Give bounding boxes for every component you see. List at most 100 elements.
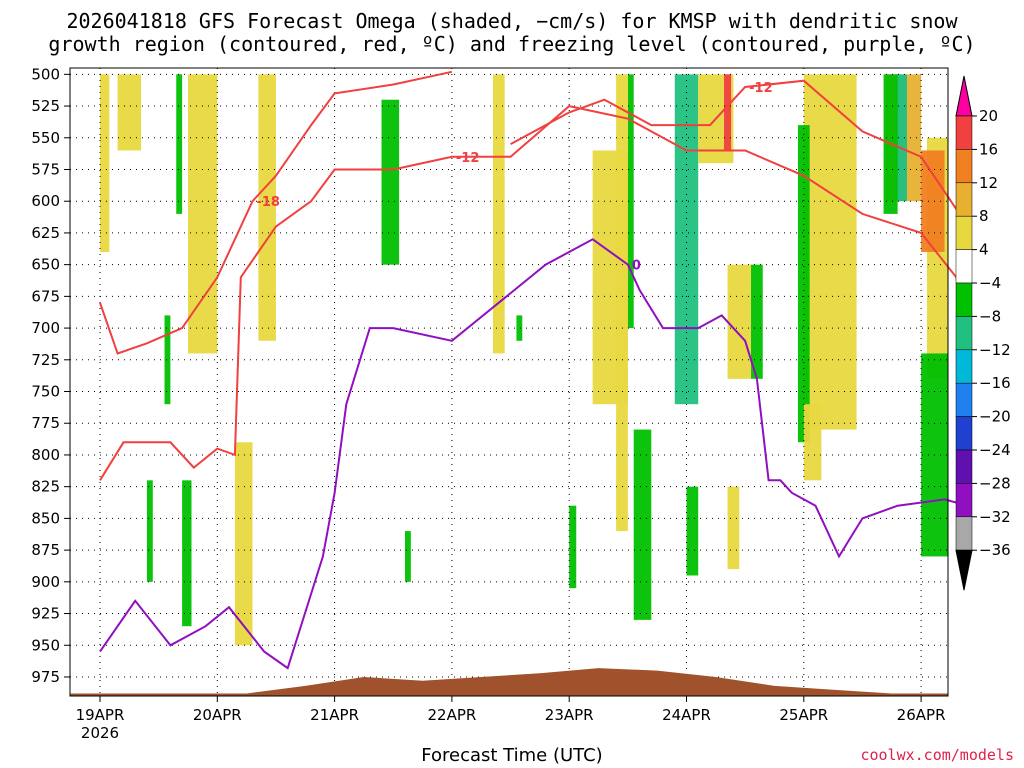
colorbar-cell — [955, 416, 973, 451]
x-axis-label: Forecast Time (UTC) — [421, 745, 603, 766]
omega-region-0 — [100, 74, 110, 252]
omega-region-18 — [674, 74, 699, 405]
colorbar-cell — [955, 516, 973, 551]
omega-region-10 — [404, 531, 411, 582]
omega-region-32 — [921, 150, 945, 252]
colorbar-cell — [955, 449, 973, 484]
x-tick-label: 24APR — [662, 706, 711, 724]
omega-region-6 — [234, 442, 253, 646]
y-tick-label: 700 — [31, 319, 60, 337]
colorbar-label: −36 — [979, 541, 1011, 559]
colorbar-label: −12 — [979, 341, 1011, 359]
credit-text: coolwx.com/models — [860, 746, 1014, 764]
colorbar-cell — [955, 483, 973, 518]
colorbar-cell — [955, 316, 973, 351]
colorbar-cell — [955, 382, 973, 417]
omega-region-27 — [803, 404, 822, 481]
omega-region-23 — [686, 486, 699, 576]
x-tick-label: 19APR — [76, 706, 125, 724]
colorbar-cell — [955, 115, 973, 150]
x-tick-label: 23APR — [545, 706, 594, 724]
omega-region-22 — [751, 264, 763, 379]
omega-region-11 — [492, 74, 505, 354]
omega-region-21 — [727, 264, 752, 379]
omega-region-15 — [627, 74, 634, 329]
colorbar-cell — [955, 349, 973, 384]
dendritic-contour-2 — [510, 79, 969, 228]
y-tick-label: 750 — [31, 383, 60, 401]
y-tick-label: 925 — [31, 605, 60, 623]
colorbar-label: 16 — [979, 140, 998, 158]
plot-frame — [69, 67, 949, 697]
x-tick-label: 26APR — [897, 706, 946, 724]
colorbar-label: −24 — [979, 441, 1011, 459]
colorbar-label: −8 — [979, 307, 1001, 325]
colorbar-cell — [955, 249, 973, 284]
x-tick-label: 20APR — [193, 706, 242, 724]
omega-region-20 — [724, 74, 732, 151]
chart-title-line-1: 2026041818 GFS Forecast Omega (shaded, −… — [66, 9, 958, 33]
colorbar-cell — [955, 149, 973, 184]
x-tick-label: 22APR — [427, 706, 476, 724]
omega-region-7 — [182, 480, 192, 627]
omega-region-26 — [797, 125, 810, 443]
y-tick-label: 625 — [31, 224, 60, 242]
colorbar-bottom-triangle — [955, 549, 973, 591]
colorbar-label: −16 — [979, 374, 1011, 392]
colorbar-cell — [955, 182, 973, 217]
omega-region-2 — [187, 74, 218, 354]
colorbar-label: 20 — [979, 107, 998, 125]
colorbar-label: −4 — [979, 274, 1001, 292]
colorbar: 20 16 12 8 4 −4 −8 −12 −16 −20 −24 −28 −32 −36 — [955, 75, 1011, 591]
y-tick-label: 675 — [31, 287, 60, 305]
terrain-area — [70, 668, 948, 696]
dendritic-contour-1 — [99, 105, 969, 481]
omega-region-1 — [117, 74, 142, 151]
omega-region-24 — [727, 486, 740, 570]
y-tick-label: 575 — [31, 160, 60, 178]
y-tick-label: 800 — [31, 446, 60, 464]
y-tick-label: 550 — [31, 129, 60, 147]
omega-shading — [100, 74, 948, 646]
omega-region-5 — [164, 315, 171, 405]
omega-region-16 — [616, 74, 628, 532]
y-tick-label: 650 — [31, 256, 60, 274]
freezing-contour-0-label: 0 — [632, 259, 641, 274]
y-tick-label: 500 — [31, 65, 60, 83]
omega-region-3 — [258, 74, 276, 341]
dendritic-contour-2-label: -12 — [749, 81, 773, 96]
x-axis-ticks: 19APR 20APR 21APR 22APR 23APR 24APR 25APR 26APR… — [76, 696, 946, 742]
y-tick-label: 975 — [31, 668, 60, 686]
y-axis-ticks: 500 525 550 575 600 625 650 675 700 725 750 775 800 8… — [31, 65, 70, 686]
y-tick-label: 825 — [31, 478, 60, 496]
dendritic-contour-1-label: -12 — [456, 151, 480, 166]
y-tick-label: 725 — [31, 351, 60, 369]
colorbar-label: 8 — [979, 207, 989, 225]
contours: -18 -12 -12 0 — [99, 70, 969, 670]
y-tick-label: 875 — [31, 541, 60, 559]
y-tick-label: 600 — [31, 192, 60, 210]
omega-region-30 — [895, 74, 908, 202]
omega-region-9 — [381, 99, 400, 265]
colorbar-label: 4 — [979, 241, 989, 259]
y-tick-label: 525 — [31, 97, 60, 115]
y-tick-label: 900 — [31, 573, 60, 591]
omega-region-12 — [516, 315, 523, 341]
colorbar-label: 12 — [979, 174, 998, 192]
terrain — [70, 668, 948, 696]
colorbar-label: −20 — [979, 408, 1011, 426]
colorbar-label: −28 — [979, 474, 1011, 492]
colorbar-cell — [955, 282, 973, 317]
omega-region-17 — [633, 429, 652, 620]
colorbar-label: −32 — [979, 508, 1011, 526]
y-tick-label: 775 — [31, 414, 60, 432]
omega-region-4 — [176, 74, 183, 214]
chart-title-line-2: growth region (contoured, red, ºC) and f… — [48, 32, 976, 56]
omega-region-25 — [803, 74, 857, 430]
freezing-contour-0 — [99, 238, 969, 670]
dendritic-contour-0-label: -18 — [256, 195, 280, 210]
dendritic-contour-0 — [99, 70, 453, 355]
x-tick-label: 21APR — [310, 706, 359, 724]
y-tick-label: 950 — [31, 636, 60, 654]
